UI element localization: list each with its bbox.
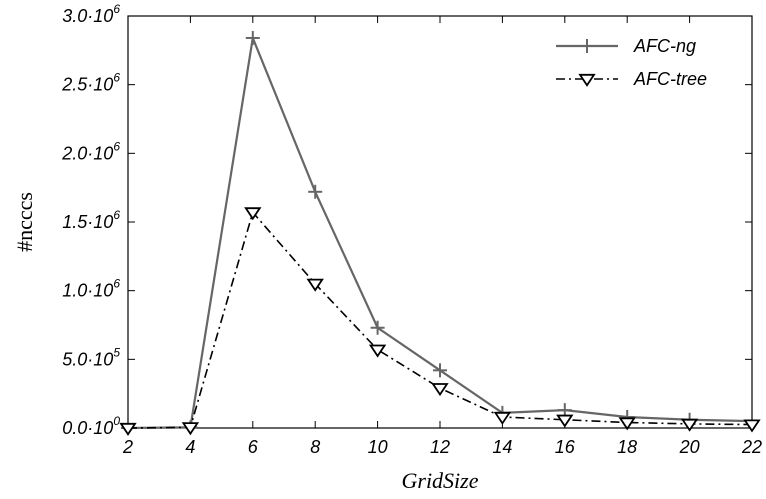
y-tick-label: 0.0·100 — [62, 414, 120, 438]
y-tick-label: 1.5·106 — [62, 208, 120, 232]
x-tick-label: 6 — [248, 437, 259, 457]
y-tick-label: 2.0·106 — [61, 139, 120, 163]
y-axis: 0.0·100 5.0·105 1.0·106 1.5·106 2.0·106 2.5·1… — [61, 2, 752, 438]
data-point — [743, 419, 761, 433]
data-point — [245, 30, 260, 45]
data-point — [618, 417, 636, 431]
legend-marker — [580, 39, 594, 53]
x-tick-label: 10 — [368, 437, 388, 457]
legend: AFC-ng AFC-tree — [556, 36, 707, 89]
legend-marker — [578, 73, 596, 87]
x-tick-label: 4 — [185, 437, 195, 457]
x-tick-label: 22 — [741, 437, 762, 457]
data-point — [431, 383, 449, 397]
series-layer — [119, 30, 761, 436]
data-point — [306, 278, 324, 292]
data-point — [308, 184, 323, 199]
data-point — [181, 422, 200, 436]
x-tick-label: 8 — [310, 437, 320, 457]
x-axis: 2 4 6 8 10 12 14 16 18 20 22 — [122, 16, 762, 457]
data-point — [244, 207, 262, 221]
data-point — [368, 344, 387, 358]
x-tick-label: 18 — [617, 437, 637, 457]
data-point — [680, 418, 699, 432]
x-tick-label: 2 — [122, 437, 133, 457]
legend-label: AFC-tree — [633, 69, 707, 89]
data-point — [433, 363, 447, 378]
x-tick-label: 12 — [430, 437, 450, 457]
x-tick-label: 14 — [492, 437, 512, 457]
y-tick-label: 1.0·106 — [62, 277, 120, 301]
data-point — [493, 411, 512, 425]
data-point — [370, 320, 385, 335]
legend-label: AFC-ng — [633, 36, 696, 56]
y-tick-label: 5.0·105 — [62, 345, 120, 369]
y-tick-label: 2.5·106 — [61, 71, 120, 95]
x-tick-label: 20 — [679, 437, 700, 457]
y-tick-label: 3.0·106 — [62, 2, 120, 26]
series-afc-ng — [121, 30, 759, 435]
data-point — [556, 414, 574, 428]
series-afc-tree — [119, 207, 761, 436]
x-tick-label: 16 — [555, 437, 576, 457]
y-axis-label: #ncccs — [12, 192, 37, 252]
x-axis-label: GridSize — [402, 468, 479, 493]
data-point — [119, 422, 137, 436]
